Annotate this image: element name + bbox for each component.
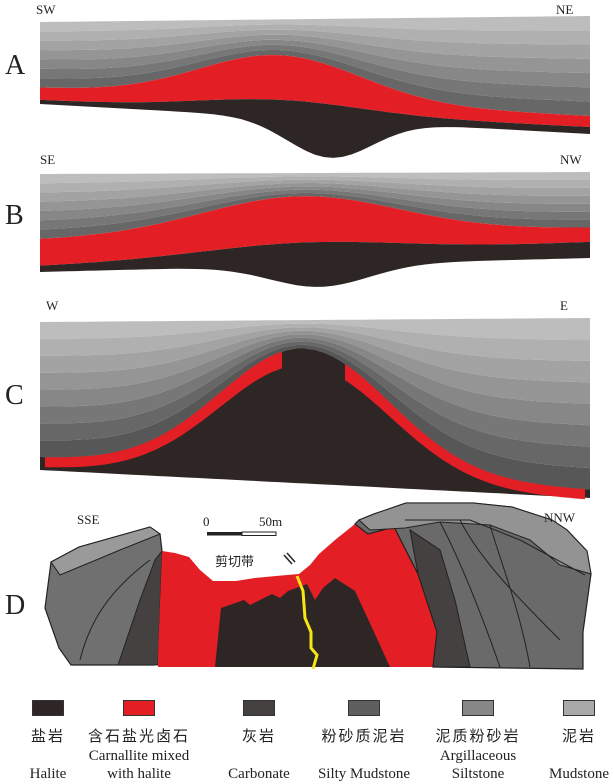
legend-label-cn: 泥岩 (561, 727, 597, 745)
legend-label-en: with halite (107, 766, 171, 782)
panel-a-letter: A (5, 50, 26, 81)
mudstone-layer (40, 327, 590, 383)
carnallite-layer (40, 196, 590, 266)
d-left-contact (79, 559, 151, 661)
legend-swatch (563, 700, 595, 716)
legend-swatch (32, 700, 64, 716)
panel-c-letter: C (5, 380, 24, 411)
panel-a-left-direction: SW (36, 2, 56, 17)
mudstone-layer (40, 323, 590, 361)
section-d-layers (44, 502, 592, 670)
mudstone-layer (40, 344, 590, 490)
panel-b-right-direction: NW (560, 152, 582, 167)
legend-label-en: Carbonate (228, 766, 290, 782)
panel-a-right-direction: NE (556, 2, 574, 17)
d-left-cap (50, 526, 162, 576)
panel-b-left-direction: SE (40, 152, 56, 167)
mudstone-layer (40, 186, 590, 221)
carnallite-flank-left (45, 351, 282, 468)
mudstone-layer (40, 176, 590, 193)
panel-d-letter: D (5, 590, 26, 621)
carnallite-flank-right (345, 363, 585, 500)
mudstone-layer (40, 50, 590, 116)
fault-line (295, 575, 319, 670)
d-right-dark-strip (409, 528, 471, 668)
legend-label-en-line1: Carnallite mixed (88, 748, 190, 764)
mudstone-layer (40, 189, 590, 230)
shear-zone-label: 剪切带 (215, 555, 255, 570)
mudstone-layer (40, 29, 590, 59)
mudstone-layer (40, 337, 590, 447)
d-halite (215, 578, 390, 667)
mudstone-layer (40, 44, 590, 102)
mudstone-layer (40, 318, 590, 340)
shear-arrow-icon (283, 552, 296, 565)
legend-swatch (123, 700, 155, 716)
legend-label-cn: 泥质粉砂岩 (435, 727, 521, 745)
legend-swatch (462, 700, 494, 716)
legend-label-cn: 盐岩 (30, 727, 66, 745)
halite-layer (40, 241, 590, 287)
mudstone-layer (40, 179, 590, 202)
mudstone-layer (40, 183, 590, 211)
legend-label-cn: 粉砂质泥岩 (321, 727, 407, 745)
mudstone-layer (40, 24, 590, 45)
mudstone-layer (40, 334, 590, 426)
section-c-layers (40, 318, 590, 500)
d-right-cap (358, 502, 592, 575)
mudstone-layer (40, 341, 590, 469)
scale-end-label: 50m (259, 514, 283, 529)
legend-swatch (348, 700, 380, 716)
mudstone-layer (40, 34, 590, 74)
d-right-contacts (405, 519, 586, 668)
mudstone-layer (40, 16, 590, 32)
mudstone-layer (40, 330, 590, 404)
scale-bar-white (241, 531, 277, 536)
legend-label-cn: 灰岩 (241, 727, 277, 745)
scale-start-label: 0 (203, 514, 210, 529)
mudstone-layer (40, 39, 590, 88)
panel-d-left-direction: SSE (77, 512, 100, 527)
legend-label-en: Halite (29, 766, 67, 782)
carnallite-layer (40, 55, 590, 127)
mudstone-layer (40, 192, 590, 239)
legend-label-en: Mudstone (549, 766, 609, 782)
mudstone-layer (40, 172, 590, 184)
legend-label-en: Siltstone (451, 766, 505, 782)
panel-b-letter: B (5, 200, 24, 231)
halite-layer (40, 99, 590, 158)
panel-c-right-direction: E (560, 298, 568, 313)
legend-swatch (243, 700, 275, 716)
section-a-layers (40, 16, 590, 158)
legend-label-cn: 含石盐光卤石 (87, 727, 191, 745)
panel-d-right-direction: NNW (544, 510, 576, 525)
legend-label-en: Silty Mudstone (317, 766, 411, 782)
section-b-layers (40, 172, 590, 287)
legend-label-en-line1: Argillaceous (439, 748, 517, 764)
panel-c-left-direction: W (46, 298, 59, 313)
scale-bar-black (207, 532, 242, 536)
